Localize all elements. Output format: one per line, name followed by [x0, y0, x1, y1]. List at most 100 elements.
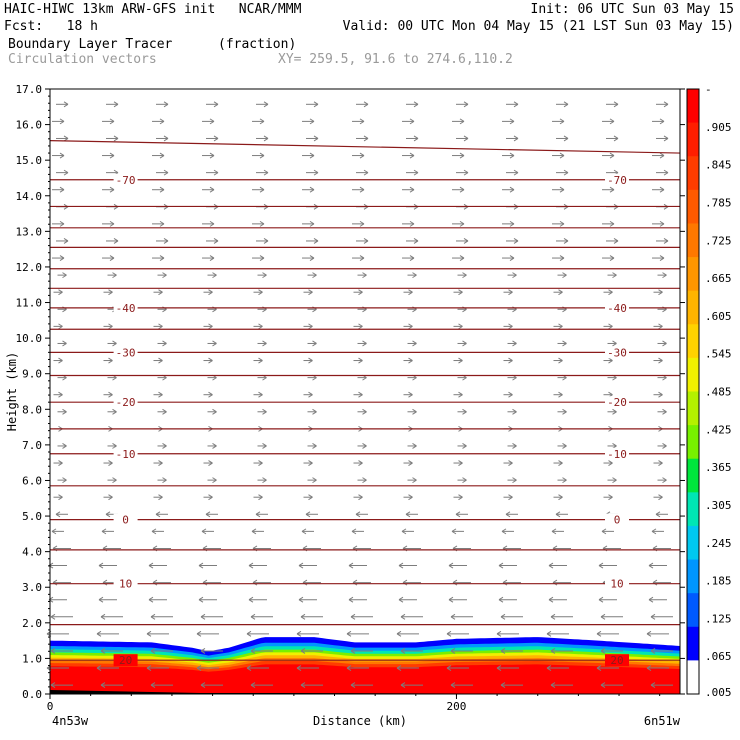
- wind-vector: [556, 101, 569, 108]
- wind-vector-head: [498, 562, 504, 569]
- y-tick-label: 6.0: [22, 474, 42, 487]
- wind-vector-head: [109, 255, 115, 261]
- wind-vector-head: [509, 152, 515, 159]
- wind-vector: [56, 101, 69, 108]
- wind-vector: [156, 238, 169, 244]
- wind-vector-head: [409, 220, 415, 227]
- wind-vector-head: [358, 460, 363, 466]
- wind-vector: [602, 118, 615, 125]
- wind-vector-head: [109, 118, 115, 125]
- wind-vector: [646, 665, 669, 671]
- wind-vector: [207, 340, 217, 347]
- wind-vector-head: [412, 340, 417, 347]
- wind-vector-head: [213, 101, 219, 108]
- wind-vector: [553, 494, 563, 501]
- y-tick-label: 1.0: [22, 652, 42, 665]
- wind-vector-head: [259, 220, 265, 227]
- wind-vector: [353, 323, 363, 330]
- wind-vector-head: [159, 186, 165, 193]
- wind-vector-head: [158, 391, 163, 398]
- wind-vector-head: [650, 613, 656, 620]
- wind-vector-head: [600, 613, 606, 620]
- x-axis-label: Distance (km): [313, 714, 407, 728]
- wind-vector-head: [198, 562, 204, 569]
- wind-vector: [456, 238, 469, 244]
- wind-vector: [602, 186, 615, 193]
- wind-vector-head: [108, 460, 113, 466]
- wind-vector: [203, 460, 213, 466]
- wind-vector: [50, 682, 73, 689]
- wind-vector: [302, 186, 315, 193]
- colorbar-swatch: [687, 492, 699, 527]
- wind-vector: [253, 289, 263, 296]
- wind-vector: [396, 630, 419, 637]
- wind-vector-head: [562, 272, 567, 279]
- wind-vector-head: [601, 528, 607, 535]
- wind-vector-head: [455, 511, 461, 518]
- wind-vector: [55, 511, 68, 518]
- wind-vector: [152, 152, 165, 159]
- wind-vector: [302, 579, 321, 586]
- wind-vector: [446, 665, 469, 671]
- wind-vector: [507, 272, 517, 279]
- wind-vector-head: [608, 289, 613, 296]
- wind-vector-head: [312, 340, 317, 347]
- wind-vector-head: [359, 220, 365, 227]
- wind-vector-head: [650, 648, 656, 654]
- wind-vector: [207, 408, 217, 415]
- wind-vector-head: [205, 511, 211, 518]
- wind-vector: [607, 272, 617, 279]
- wind-vector-head: [98, 562, 104, 569]
- wind-vector: [57, 443, 67, 449]
- forecast-hour: Fcst: 18 h: [4, 19, 98, 34]
- wind-vector: [653, 289, 663, 296]
- wind-vector: [452, 152, 465, 159]
- wind-vector: [502, 579, 521, 586]
- x-end-label-left: 4n53w: [52, 714, 89, 728]
- colorbar-label: .185: [705, 575, 732, 588]
- wind-vector-head: [458, 323, 463, 330]
- wind-vector-head: [608, 357, 613, 364]
- wind-vector: [356, 101, 369, 108]
- wind-vector-head: [213, 238, 219, 244]
- wind-vector-head: [200, 613, 206, 620]
- wind-vector-head: [108, 494, 113, 501]
- wind-vector-head: [101, 528, 107, 535]
- contour-label: -10: [116, 448, 136, 461]
- wind-vector-head: [613, 101, 619, 108]
- wind-vector: [656, 135, 669, 142]
- wind-vector: [407, 272, 417, 279]
- wind-vector-head: [196, 630, 202, 637]
- wind-vector-head: [212, 443, 217, 449]
- wind-vector: [457, 443, 467, 449]
- wind-vector: [403, 494, 413, 501]
- contour-label-bg: [605, 577, 629, 590]
- wind-vector-head: [413, 101, 419, 108]
- wind-vector: [650, 613, 673, 620]
- wind-vector-head: [363, 238, 369, 244]
- contour-label: -30: [116, 346, 136, 359]
- wind-vector: [202, 152, 215, 159]
- wind-vector: [353, 357, 363, 364]
- wind-vector-head: [659, 118, 665, 125]
- wind-vector-head: [313, 169, 319, 176]
- wind-vector: [352, 579, 371, 586]
- wind-vector: [253, 391, 263, 398]
- wind-vector-head: [463, 101, 469, 108]
- wind-vector: [300, 648, 323, 654]
- wind-vector-head: [313, 238, 319, 244]
- wind-vector-head: [563, 101, 569, 108]
- wind-vector-head: [109, 152, 115, 159]
- wind-vector: [603, 494, 613, 501]
- wind-vector-head: [162, 477, 167, 484]
- wind-vector-head: [509, 220, 515, 227]
- wind-vector: [546, 665, 569, 671]
- wind-vector-head: [458, 391, 463, 398]
- wind-vector: [596, 630, 619, 637]
- wind-vector-head: [259, 255, 265, 261]
- wind-vector-head: [459, 220, 465, 227]
- wind-vector: [507, 340, 517, 347]
- wind-vector-head: [208, 460, 213, 466]
- wind-vector: [98, 562, 117, 569]
- wind-vector-head: [158, 357, 163, 364]
